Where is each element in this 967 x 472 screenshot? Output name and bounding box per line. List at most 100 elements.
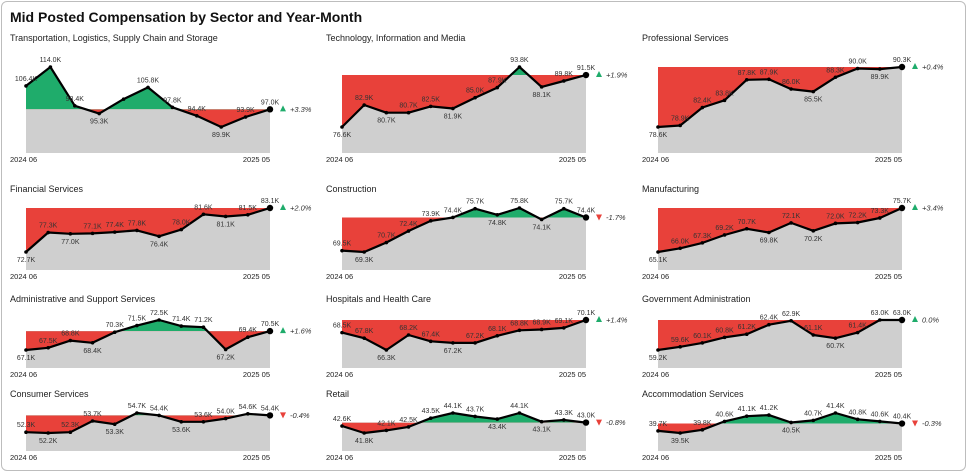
data-point [767,413,771,417]
data-label: 75.7K [893,198,912,205]
data-label: 53.7K [83,411,102,418]
data-label: 77.0K [61,239,80,246]
change-percent: +3.4% [922,204,944,213]
data-label: 71.2K [194,317,213,324]
data-label: 70.5K [261,321,280,328]
data-point [898,420,906,427]
area-below-latest [26,415,270,433]
data-label: 80.7K [377,118,396,125]
data-point [878,419,882,424]
data-label: 61.4K [848,323,867,330]
data-label: 71.4K [172,316,191,323]
area-below-latest [658,67,902,127]
data-label: 90.0K [848,59,867,66]
data-label: 68.9K [532,319,551,326]
data-point [340,248,344,253]
data-label: 88.3K [826,67,845,74]
x-axis-start-label: 2024 06 [326,272,353,281]
data-point [90,231,95,236]
data-point [340,330,344,335]
data-point [157,318,161,322]
data-point [362,431,366,435]
x-axis-end-label: 2025 05 [243,155,270,164]
data-point [495,85,500,90]
data-label: 67.1K [17,355,36,362]
data-point [24,84,28,88]
chart-title: Consumer Services [10,389,89,399]
x-axis-end-label: 2025 05 [243,370,270,379]
data-label: 93.8K [510,57,529,64]
data-point [362,250,366,254]
data-point [48,65,53,69]
data-point [24,348,28,352]
data-label: 82.4K [693,98,712,105]
data-label: 98.4K [66,96,85,103]
data-label: 72.7K [17,257,36,264]
data-point [517,411,522,415]
data-point [767,77,771,82]
x-axis-start-label: 2024 06 [326,453,353,462]
area-below-latest [85,109,270,127]
data-point [219,125,223,129]
data-point [243,115,248,119]
arrow-down-icon [596,214,602,221]
series-line [657,206,903,254]
data-point [46,345,50,350]
data-point [135,411,139,415]
data-label: 69.4K [239,327,258,334]
data-point [898,63,906,71]
data-label: 39.7K [649,421,668,428]
data-point [46,431,50,435]
data-label: 87.9K [760,69,779,76]
data-label: 39.5K [671,438,690,445]
data-point [406,425,411,429]
data-label: 82.9K [355,95,374,102]
data-label: 75.7K [555,199,574,206]
data-label: 52.3K [61,422,80,429]
data-label: 42.1K [377,420,396,427]
data-point [855,330,860,335]
data-label: 76.4K [150,241,169,248]
x-axis-start-label: 2024 06 [10,453,37,462]
data-label: 95.3K [90,119,109,126]
chart-title: Government Administration [642,294,751,304]
data-label: 54.7K [128,403,147,410]
data-label: 42.6K [333,416,352,423]
data-label: 97.8K [163,97,182,104]
change-percent: +1.6% [290,327,312,336]
data-point [898,316,906,324]
chart-panel-construction: Construction 69.5K 69.3K 70.7K 72.4K 73.9K 74.… [326,184,638,288]
change-percent: +1.9% [606,71,628,80]
x-axis-start-label: 2024 06 [642,155,669,164]
data-point [678,246,682,251]
data-point [833,411,838,415]
data-point [451,106,455,111]
x-axis-end-label: 2025 05 [875,370,902,379]
arrow-down-icon [596,419,602,426]
area-chart: 72.7K 77.3K 77.0K 77.1K 77.4K 77.8K 76.4K 78.0K… [10,198,312,281]
data-point [700,105,705,110]
x-axis-end-label: 2025 05 [875,272,902,281]
x-axis-start-label: 2024 06 [642,453,669,462]
data-point [700,241,705,245]
data-point [406,229,411,233]
area-below-latest [342,75,586,127]
data-point [340,125,344,129]
data-label: 85.0K [466,88,485,95]
data-point [473,341,477,345]
data-label: 63.0K [871,310,890,317]
series-line [341,411,587,435]
change-percent: -0.3% [922,419,942,428]
change-percent: +0.4% [922,63,944,72]
data-point [362,336,366,340]
data-point [878,67,882,71]
data-point [744,332,749,337]
data-label: 91.5K [577,65,596,72]
data-label: 88.1K [532,92,551,99]
x-axis-start-label: 2024 06 [642,272,669,281]
data-label: 54.6K [239,404,258,411]
